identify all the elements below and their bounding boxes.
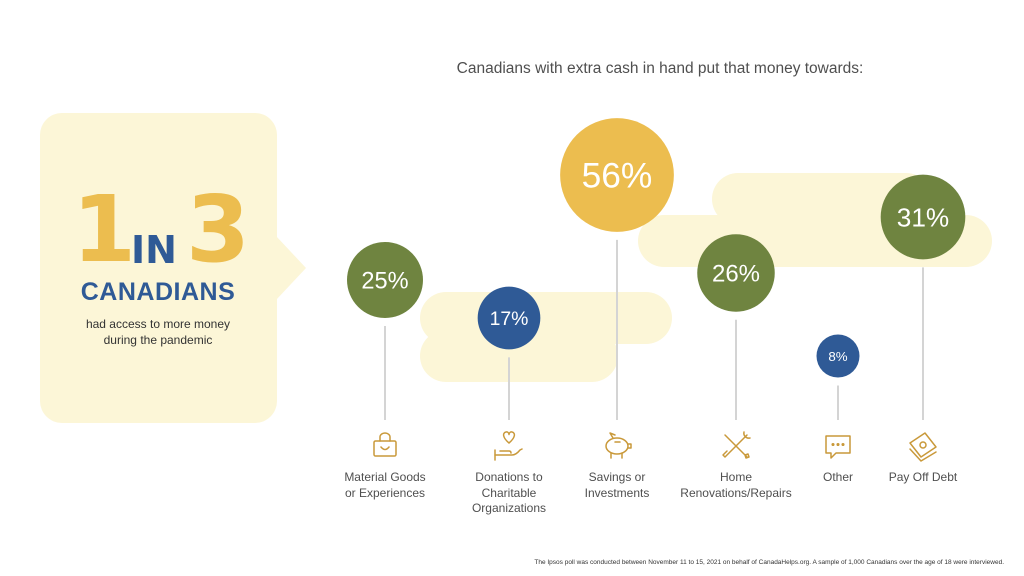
cream-blob — [712, 173, 932, 225]
callout-line-1: had access to more money — [85, 317, 231, 331]
callout-number-one: 1 — [72, 176, 137, 283]
heart-in-hand-icon — [494, 431, 523, 461]
category-label: Donations to Charitable Organizations — [471, 470, 547, 515]
speech-bubble-icon — [825, 435, 851, 459]
value-bubble — [697, 234, 775, 312]
value-label: 17% — [490, 308, 529, 330]
piggy-bank-icon — [605, 432, 632, 459]
chart-title: Canadians with extra cash in hand put th… — [456, 60, 864, 77]
value-label: 8% — [828, 349, 847, 364]
value-bubble — [347, 242, 423, 318]
value-label: 31% — [897, 202, 949, 232]
category-label: Material Goods or Experiences — [344, 470, 426, 500]
cream-blob — [420, 330, 618, 382]
category-label: Pay Off Debt — [888, 470, 958, 484]
callout-line-2: during the pandemic — [103, 333, 213, 347]
callout-number-three: 3 — [186, 176, 251, 283]
callout-pointer — [276, 236, 306, 300]
value-bubble — [477, 286, 541, 350]
value-bubble — [816, 334, 860, 378]
category-label: Home Renovations/Repairs — [680, 470, 792, 500]
shopping-bag-icon — [373, 432, 397, 457]
footnote: The Ipsos poll was conducted between Nov… — [534, 559, 1004, 566]
value-bubble — [560, 118, 674, 232]
value-label: 25% — [361, 268, 408, 294]
value-bubble — [880, 174, 966, 260]
callout-headline: CANADIANS — [80, 278, 236, 306]
category-label: Savings or Investments — [584, 470, 650, 500]
callout-word-in: IN — [131, 228, 177, 272]
category-label: Other — [822, 470, 853, 484]
value-label: 56% — [582, 157, 653, 196]
value-label: 26% — [712, 261, 760, 288]
callout-box — [40, 113, 277, 423]
cash-icon — [909, 432, 937, 462]
tools-icon — [722, 431, 751, 459]
